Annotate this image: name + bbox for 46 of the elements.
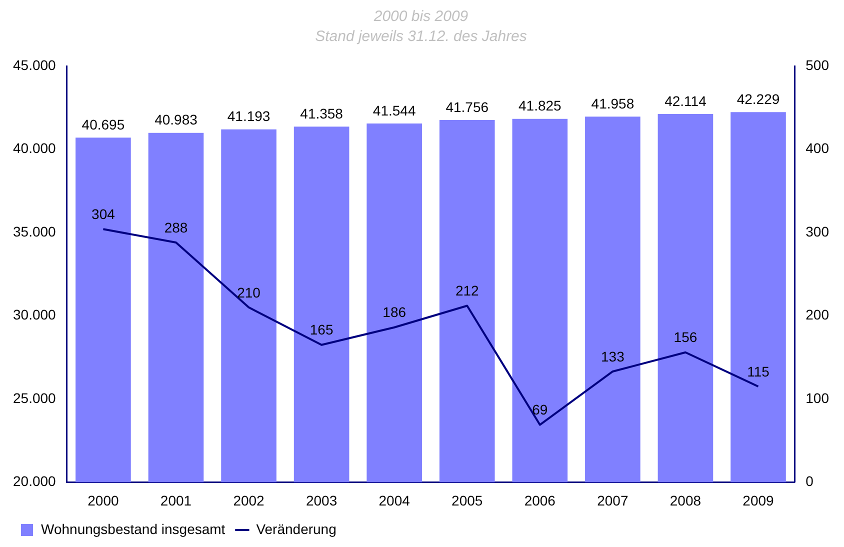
y2-tick-label: 300	[806, 223, 830, 240]
y-tick-label: 35.000	[12, 223, 56, 240]
x-tick-label: 2004	[378, 492, 410, 508]
x-tick-label: 2008	[670, 492, 702, 508]
x-tick-label: 2006	[524, 492, 556, 508]
data-label: 288	[164, 219, 188, 236]
data-label: 210	[237, 284, 261, 300]
x-tick-label: 2000	[88, 492, 119, 508]
x-tick-label: 2007	[597, 492, 628, 508]
data-label: 42.229	[736, 90, 780, 107]
data-label: 41.825	[518, 98, 562, 114]
y-tick-label: 30.000	[12, 306, 56, 323]
legend-label: Wohnungsbestand insgesamt	[41, 520, 226, 537]
data-label: 41.958	[591, 96, 634, 112]
chart-subtitle: Stand jeweils 31.12. des Jahres	[315, 28, 528, 46]
y-tick-label: 25.000	[12, 390, 56, 406]
y2-tick-label: 0	[806, 473, 814, 490]
y2-tick-label: 200	[806, 306, 830, 323]
y2-tick-label: 500	[806, 56, 830, 73]
data-label: 212	[455, 282, 480, 299]
y-tick-label: 45.000	[12, 56, 56, 73]
data-label: 42.114	[664, 92, 707, 109]
chart-title: 2000 bis 2009	[372, 8, 469, 26]
data-label: 41.756	[446, 98, 489, 115]
data-label: 115	[747, 363, 770, 380]
data-label: 165	[310, 322, 334, 338]
x-tick-label: 2003	[306, 492, 338, 508]
data-label: 133	[601, 348, 625, 364]
x-tick-label: 2005	[452, 492, 483, 508]
x-tick-label: 2009	[742, 492, 774, 508]
data-label: 186	[382, 304, 406, 320]
y2-tick-label: 100	[806, 390, 830, 406]
data-label: 40.695	[82, 116, 125, 133]
data-label: 41.544	[372, 102, 416, 118]
data-label: 41.358	[300, 105, 344, 122]
x-tick-label: 2001	[160, 492, 192, 508]
data-label: 41.193	[227, 108, 270, 124]
y-tick-label: 40.000	[12, 140, 56, 156]
data-label: 69	[532, 402, 548, 418]
y-tick-label: 20.000	[12, 473, 56, 490]
y2-tick-label: 400	[806, 140, 830, 156]
x-tick-label: 2002	[233, 492, 265, 508]
legend-label: Veränderung	[256, 520, 336, 537]
data-label: 156	[674, 329, 698, 346]
data-label: 304	[92, 206, 116, 222]
data-label: 40.983	[154, 112, 198, 128]
